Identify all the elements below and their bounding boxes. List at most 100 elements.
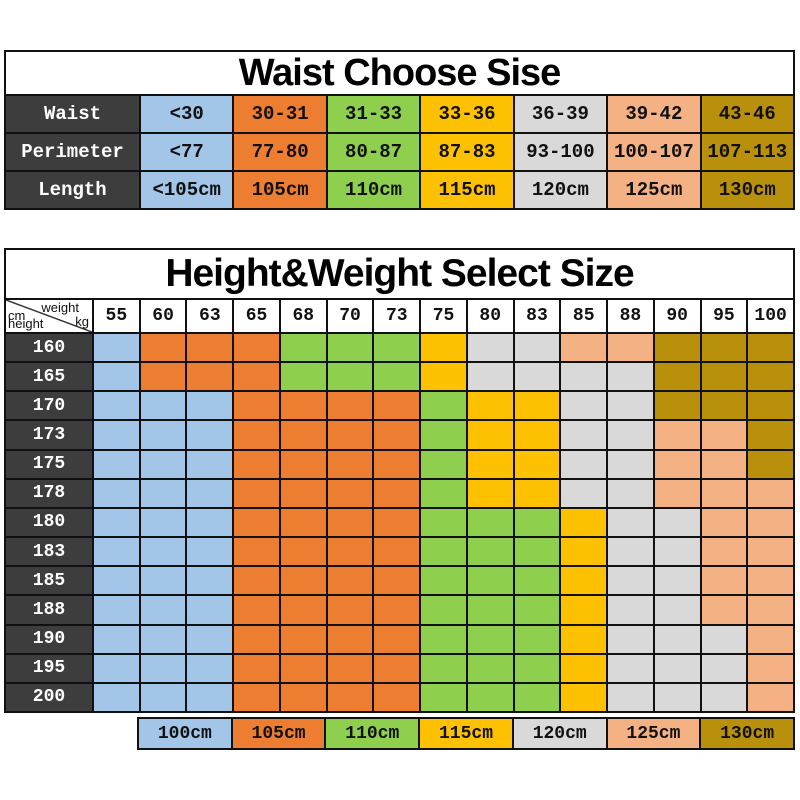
- matrix-size-cell: [421, 450, 466, 478]
- matrix-size-cell: [608, 538, 653, 566]
- matrix-size-cell: [421, 567, 466, 595]
- height-header-cell: 195: [6, 654, 92, 682]
- matrix-size-cell: [654, 334, 700, 362]
- matrix-size-cell: [467, 625, 513, 653]
- matrix-size-cell: [280, 450, 326, 478]
- matrix-size-cell: [514, 683, 560, 711]
- matrix-size-cell: [374, 363, 420, 391]
- waist-value-cell: 110cm: [327, 172, 420, 208]
- weight-header-cell: 88: [608, 300, 653, 332]
- matrix-size-cell: [374, 421, 420, 449]
- height-weight-title: Height&Weight Select Size: [6, 250, 793, 298]
- height-header-cell: 178: [6, 479, 92, 507]
- matrix-size-cell: [561, 334, 607, 362]
- matrix-size-cell: [654, 654, 700, 682]
- matrix-size-cell: [94, 363, 139, 391]
- matrix-size-cell: [187, 508, 233, 537]
- matrix-size-cell: [701, 596, 747, 624]
- waist-value-cell: 30-31: [234, 96, 326, 132]
- matrix-size-cell: [654, 363, 700, 391]
- corner-label-cm: cm: [8, 308, 26, 323]
- matrix-size-cell: [608, 479, 653, 507]
- matrix-size-cell: [280, 363, 326, 391]
- matrix-size-cell: [654, 538, 700, 566]
- matrix-size-cell: [701, 334, 747, 362]
- matrix-size-cell: [748, 538, 793, 566]
- weight-header-cell: 68: [280, 300, 326, 332]
- waist-value-cell: 130cm: [701, 172, 793, 208]
- waist-value-cell: 33-36: [421, 96, 513, 132]
- matrix-size-cell: [467, 683, 513, 711]
- weight-header-cell: 73: [374, 300, 420, 332]
- legend-item-120cm: 120cm: [513, 719, 606, 748]
- matrix-size-cell: [608, 654, 653, 682]
- matrix-size-cell: [701, 450, 747, 478]
- matrix-size-cell: [701, 625, 747, 653]
- weight-header-cell: 65: [234, 300, 279, 332]
- matrix-size-cell: [701, 479, 747, 507]
- matrix-size-cell: [234, 508, 279, 537]
- matrix-size-cell: [748, 421, 793, 449]
- matrix-size-cell: [748, 392, 793, 420]
- matrix-size-cell: [187, 683, 233, 711]
- waist-value-cell: 77-80: [234, 134, 326, 170]
- matrix-size-cell: [561, 508, 607, 537]
- weight-header-cell: 83: [514, 300, 560, 332]
- matrix-size-cell: [701, 508, 747, 537]
- matrix-size-cell: [421, 363, 466, 391]
- waist-value-cell: 105cm: [234, 172, 326, 208]
- matrix-size-cell: [94, 479, 139, 507]
- waist-value-cell: <105cm: [141, 172, 233, 208]
- matrix-size-cell: [421, 683, 466, 711]
- matrix-size-cell: [280, 625, 326, 653]
- matrix-size-cell: [280, 392, 326, 420]
- matrix-size-cell: [561, 421, 607, 449]
- matrix-size-cell: [187, 596, 233, 624]
- diagonal-divider-line: [6, 300, 92, 332]
- weight-header-cell: 70: [327, 300, 373, 332]
- matrix-size-cell: [374, 596, 420, 624]
- matrix-size-cell: [187, 363, 233, 391]
- matrix-size-cell: [467, 538, 513, 566]
- matrix-size-cell: [280, 479, 326, 507]
- waist-value-cell: 115cm: [421, 172, 513, 208]
- matrix-size-cell: [234, 654, 279, 682]
- matrix-size-cell: [140, 654, 186, 682]
- weight-header-cell: 60: [140, 300, 186, 332]
- matrix-size-cell: [748, 625, 793, 653]
- matrix-size-cell: [608, 508, 653, 537]
- height-header-cell: 165: [6, 363, 92, 391]
- matrix-size-cell: [561, 654, 607, 682]
- matrix-size-cell: [327, 421, 373, 449]
- matrix-size-cell: [748, 363, 793, 391]
- height-header-cell: 175: [6, 450, 92, 478]
- matrix-size-cell: [467, 596, 513, 624]
- matrix-size-cell: [514, 334, 560, 362]
- matrix-size-cell: [187, 421, 233, 449]
- matrix-size-cell: [94, 567, 139, 595]
- matrix-size-cell: [327, 567, 373, 595]
- matrix-size-cell: [514, 392, 560, 420]
- matrix-size-cell: [280, 508, 326, 537]
- matrix-size-cell: [187, 567, 233, 595]
- matrix-size-cell: [748, 479, 793, 507]
- legend-item-110cm: 110cm: [326, 719, 419, 748]
- matrix-size-cell: [561, 363, 607, 391]
- matrix-size-cell: [94, 421, 139, 449]
- matrix-size-cell: [701, 654, 747, 682]
- matrix-size-cell: [234, 421, 279, 449]
- matrix-size-cell: [374, 392, 420, 420]
- matrix-size-cell: [608, 567, 653, 595]
- matrix-size-cell: [561, 479, 607, 507]
- matrix-size-cell: [467, 334, 513, 362]
- matrix-size-cell: [94, 392, 139, 420]
- matrix-corner-cell: weight kg cm height: [6, 300, 92, 332]
- matrix-size-cell: [140, 363, 186, 391]
- matrix-size-cell: [608, 334, 653, 362]
- matrix-size-cell: [140, 334, 186, 362]
- matrix-size-cell: [140, 392, 186, 420]
- matrix-size-cell: [421, 654, 466, 682]
- matrix-size-cell: [140, 450, 186, 478]
- legend-item-100cm: 100cm: [139, 719, 231, 748]
- weight-header-cell: 95: [701, 300, 747, 332]
